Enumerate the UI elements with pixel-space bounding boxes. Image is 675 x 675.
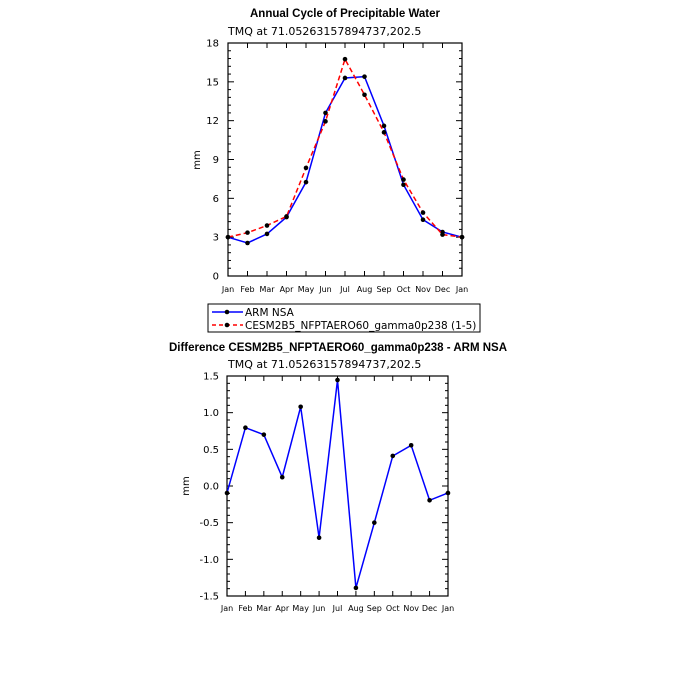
data-point [353, 585, 359, 591]
data-point [390, 453, 396, 459]
data-point [284, 214, 289, 219]
chart-subtitle-bottom: TMQ at 71.05263157894737,202.5 [227, 358, 421, 371]
data-point [316, 535, 322, 540]
x-tick-label: Aug [348, 604, 364, 613]
x-tick-label: Sep [376, 285, 391, 294]
data-point [303, 165, 309, 171]
data-point [362, 74, 367, 79]
y-tick-label: 0 [213, 272, 219, 283]
x-tick-label: Jan [455, 285, 468, 294]
legend: ARM NSA CESM2B5_NFPTAERO60_gamma0p238 (1… [207, 303, 481, 333]
y-tick-label: -1.0 [199, 555, 219, 566]
y-axis-label-top: mm [192, 150, 203, 169]
data-point [224, 490, 230, 496]
y-tick-label: 18 [206, 39, 219, 50]
x-tick-label: Mar [256, 604, 272, 613]
y-axis-label-bottom: mm [181, 476, 192, 495]
data-point [362, 92, 367, 98]
x-tick-label: Oct [386, 604, 400, 613]
data-point [261, 432, 267, 437]
x-tick-label: Apr [275, 604, 290, 613]
x-tick-label: Jan [221, 285, 234, 294]
x-tick-label: Jun [312, 604, 326, 613]
y-tick-label: -1.5 [199, 592, 219, 603]
data-point [420, 210, 426, 215]
x-tick-label: May [298, 285, 315, 294]
data-point [264, 231, 270, 237]
data-point [303, 179, 309, 185]
x-tick-label: Feb [238, 604, 252, 613]
x-tick-label: Nov [415, 285, 431, 294]
x-tick-label: Dec [435, 285, 450, 294]
data-point [323, 110, 328, 116]
y-tick-label: 3 [213, 233, 219, 244]
data-point [372, 520, 377, 525]
chart-subtitle-top: TMQ at 71.05263157894737,202.5 [227, 25, 421, 38]
data-point [225, 234, 231, 240]
data-point [459, 234, 465, 240]
x-tick-label: Apr [280, 285, 295, 294]
x-tick-label: Dec [422, 604, 437, 613]
chart-title-top: Annual Cycle of Precipitable Water [250, 8, 441, 20]
data-point [245, 230, 250, 235]
x-tick-label: Oct [397, 285, 411, 294]
series-line-1 [227, 57, 463, 238]
x-tick-label: Jul [339, 285, 350, 294]
x-tick-label: Jan [220, 604, 233, 613]
y-tick-label: 15 [206, 77, 219, 88]
y-tick-label: 1.5 [203, 372, 219, 383]
data-point [401, 182, 406, 188]
data-point [243, 425, 248, 431]
y-tick-label: 0.5 [203, 445, 219, 456]
x-tick-label: Jul [332, 604, 343, 613]
x-tick-label: Nov [403, 604, 419, 613]
data-point [445, 490, 451, 496]
legend-item-model: CESM2B5_NFPTAERO60_gamma0p238 (1-5) [245, 320, 476, 332]
x-tick-label: Jun [318, 285, 332, 294]
x-tick-label: Feb [240, 285, 254, 294]
data-point [381, 130, 387, 135]
data-point [408, 443, 414, 448]
plot-frame [226, 375, 449, 597]
data-point [401, 177, 406, 182]
y-tick-label: 12 [206, 116, 219, 127]
x-tick-label: Mar [259, 285, 275, 294]
series-line-0 [226, 379, 449, 589]
data-point [264, 223, 270, 228]
x-tick-label: May [292, 604, 309, 613]
data-point [323, 119, 328, 124]
data-point [427, 498, 432, 503]
data-point [342, 75, 348, 81]
chart-title-bottom: Difference CESM2B5_NFPTAERO60_gamma0p238… [169, 342, 507, 354]
data-point [298, 404, 303, 410]
data-point [335, 377, 340, 383]
data-point [381, 123, 387, 129]
x-tick-label: Aug [357, 285, 373, 294]
y-tick-label: 1.0 [203, 408, 219, 419]
data-point [245, 240, 250, 246]
data-point [440, 232, 445, 237]
legend-item-arm: ARM NSA [245, 307, 295, 319]
data-point [342, 56, 348, 62]
x-tick-label: Jan [441, 604, 454, 613]
y-tick-label: 0.0 [203, 482, 219, 493]
y-tick-label: 9 [213, 155, 219, 166]
x-tick-label: Sep [367, 604, 382, 613]
data-point [420, 217, 426, 222]
y-tick-label: -0.5 [199, 518, 219, 529]
y-tick-label: 6 [213, 194, 219, 205]
data-point [279, 474, 285, 480]
